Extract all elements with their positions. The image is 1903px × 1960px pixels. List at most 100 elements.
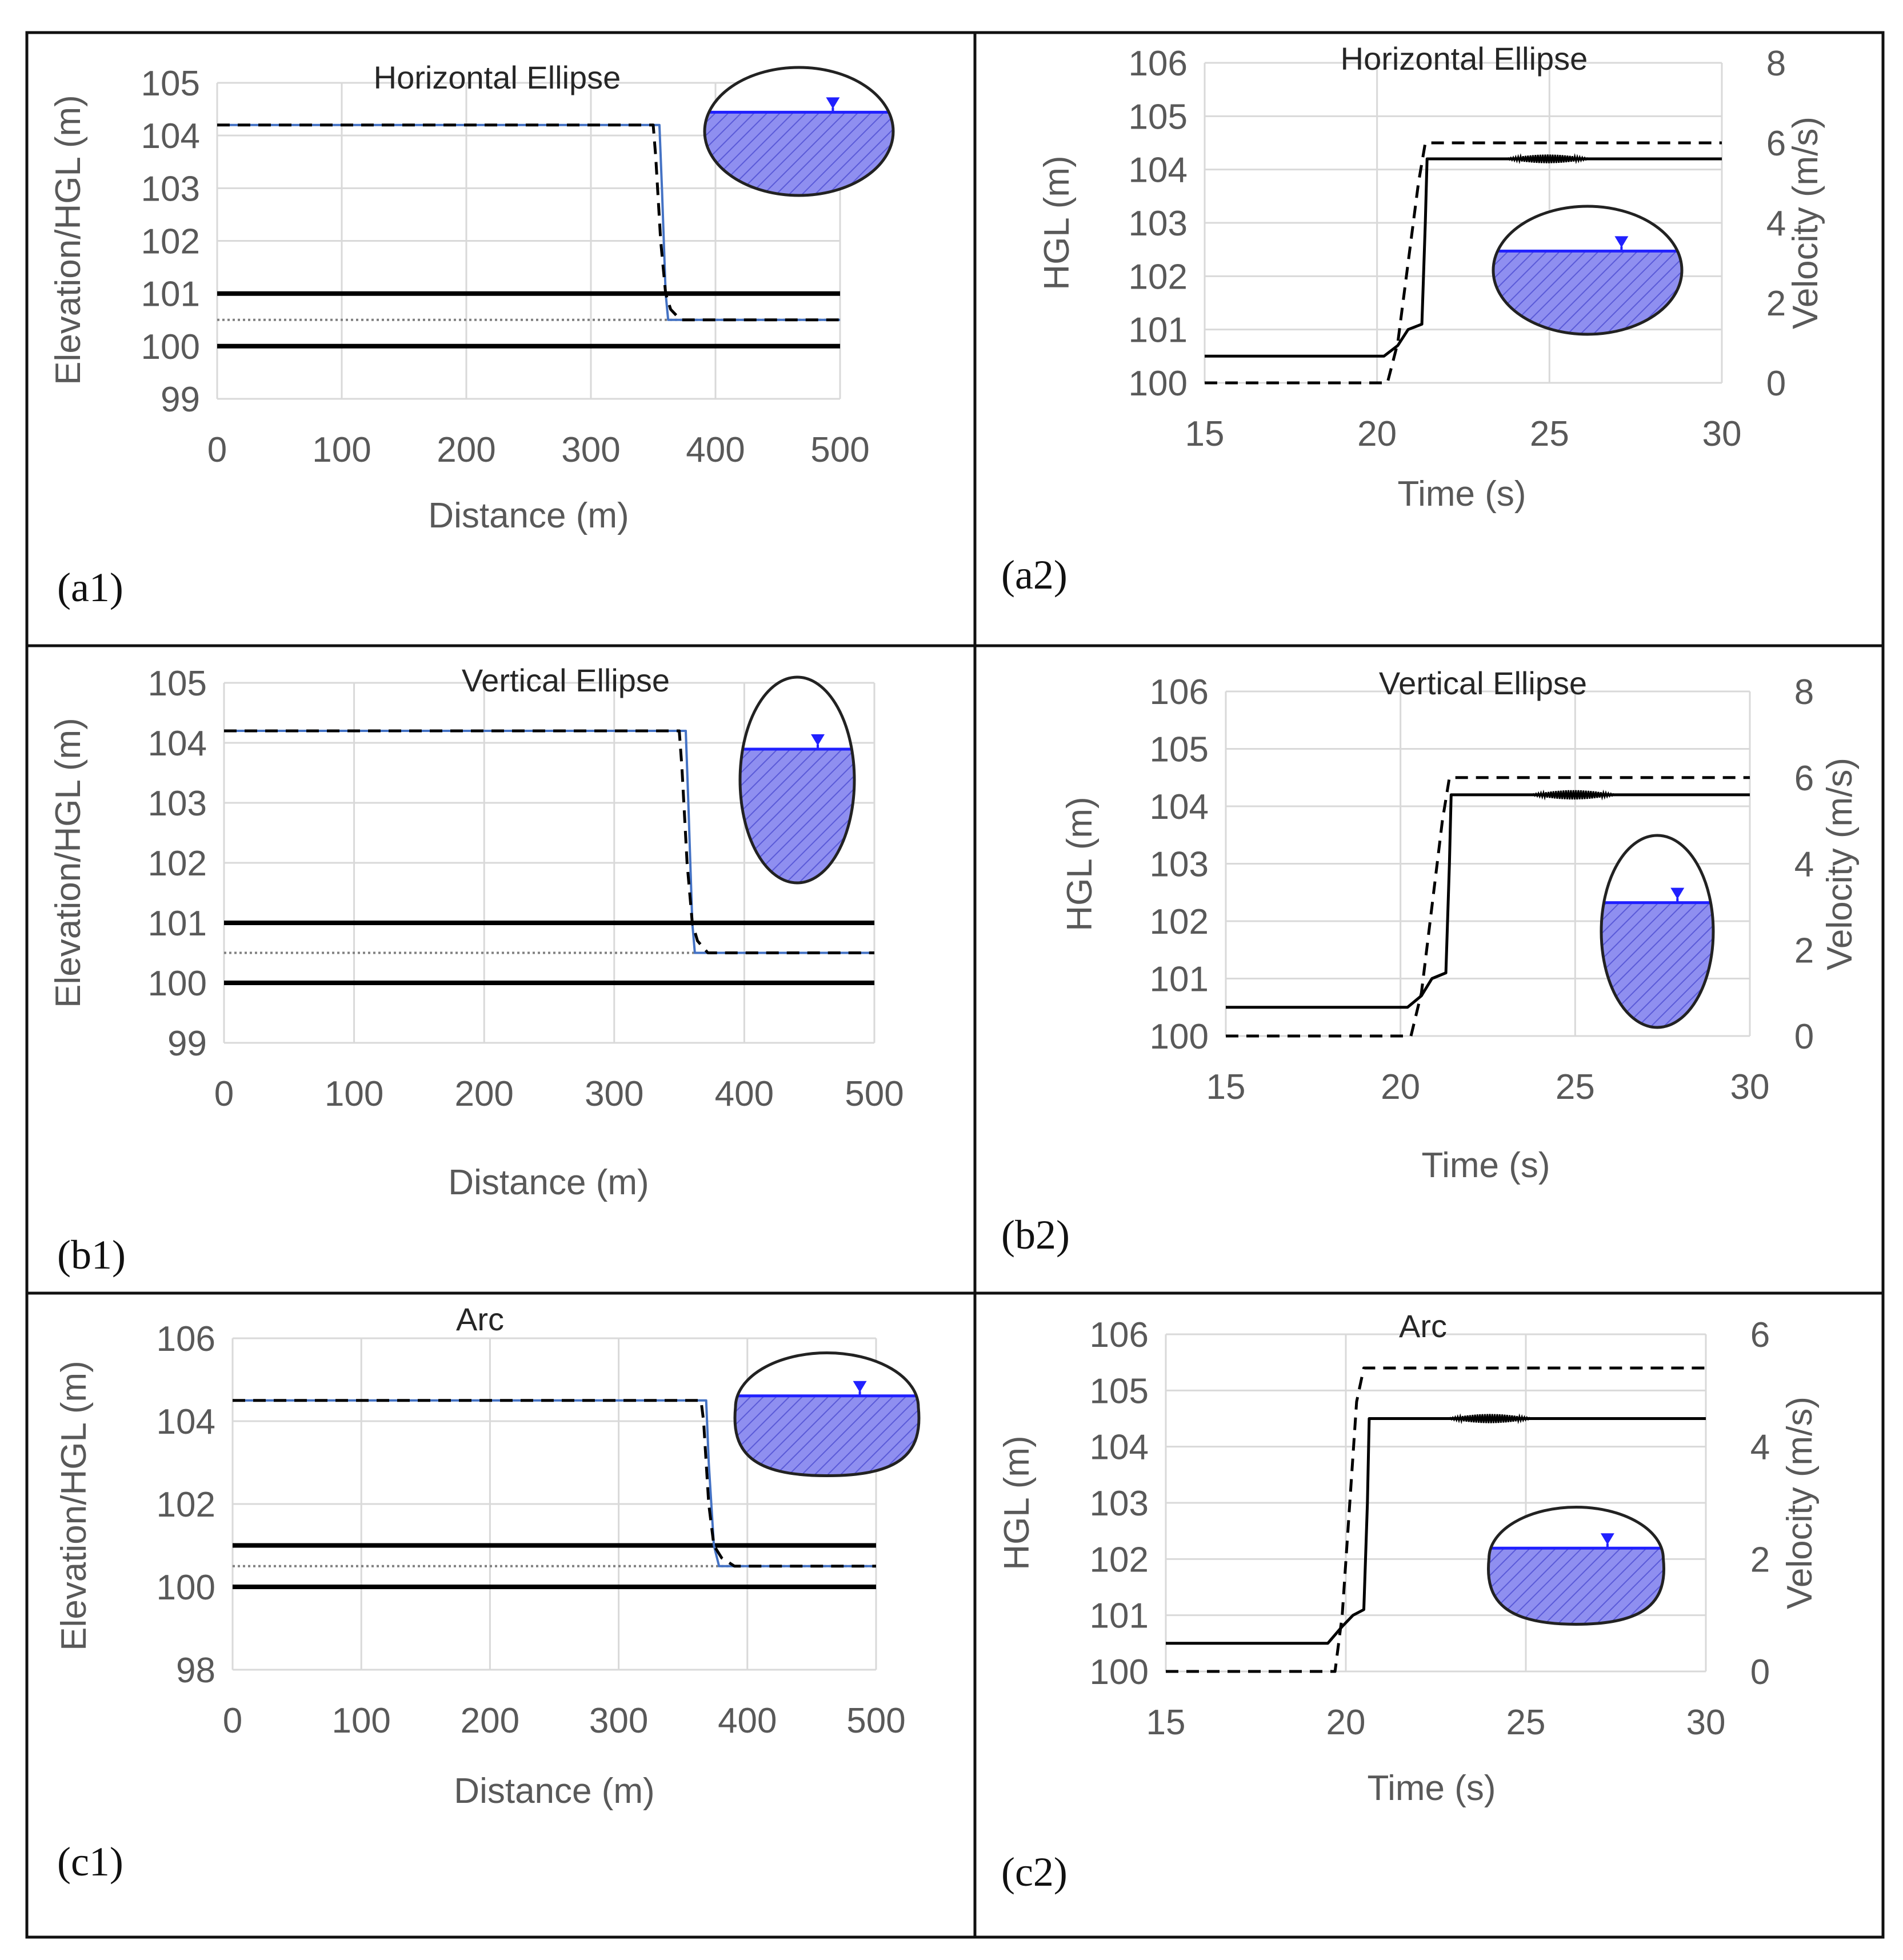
x-tick-label: 0 [207, 430, 227, 470]
x-tick-label: 100 [312, 430, 371, 470]
inset-water-fill [734, 1395, 919, 1476]
x-tick-label: 20 [1381, 1067, 1420, 1107]
series-line-dashed [224, 729, 874, 954]
y2-tick-label: 6 [1794, 759, 1814, 798]
y-tick-label: 99 [161, 380, 200, 419]
y-tick-label: 101 [1129, 311, 1188, 350]
x-tick-label: 30 [1702, 414, 1742, 454]
x-tick-label: 25 [1530, 414, 1569, 454]
series-line-solid [1166, 1417, 1706, 1645]
series-line-dashed [1205, 141, 1722, 385]
y-tick-label: 98 [176, 1651, 215, 1690]
series-line-blue [217, 123, 840, 321]
y-tick-label: 100 [1090, 1653, 1149, 1692]
x-tick-label: 20 [1357, 414, 1397, 454]
series-line-dashed [217, 123, 840, 322]
chart-panel-c1: 0 100 200 300 400 500 98 100 102 104 106 Distance (… [54, 1301, 921, 1885]
x-tick-label: 300 [585, 1074, 643, 1114]
y2-tick-label: 0 [1794, 1017, 1814, 1057]
y-axis-label: Elevation/HGL (m) [49, 95, 88, 385]
y2-tick-label: 2 [1766, 284, 1786, 323]
inset-outline [1600, 834, 1715, 1029]
y-tick-label: 103 [1090, 1484, 1149, 1523]
figure-frame [25, 31, 1885, 1939]
y2-tick-label: 2 [1794, 931, 1814, 970]
chart-title: Vertical Ellipse [1379, 665, 1587, 701]
cross-section-inset [1487, 1506, 1665, 1626]
y2-tick-label: 4 [1750, 1428, 1770, 1467]
y-axis-label: Elevation/HGL (m) [49, 718, 88, 1008]
y-tick-label: 105 [1090, 1371, 1149, 1411]
chart-title: Vertical Ellipse [462, 662, 670, 698]
x-axis-label: Distance (m) [454, 1771, 654, 1811]
y-tick-label: 104 [148, 724, 207, 763]
y-tick-label: 104 [1090, 1428, 1149, 1467]
inset-outline [1492, 205, 1684, 336]
panel-label: (b1) [57, 1232, 126, 1278]
panel-label: (c2) [1001, 1849, 1068, 1895]
y-tick-label: 104 [141, 117, 200, 156]
y-tick-label: 102 [1090, 1540, 1149, 1579]
x-tick-label: 400 [715, 1074, 774, 1114]
water-level-marker-icon [853, 1381, 867, 1393]
y-tick-label: 102 [141, 222, 200, 262]
y-tick-label: 101 [1090, 1597, 1149, 1636]
x-tick-label: 15 [1185, 414, 1225, 454]
y-tick-label: 100 [157, 1568, 215, 1607]
y2-axis-label: Velocity (m/s) [1786, 117, 1825, 329]
inset-water-fill [1601, 902, 1713, 1027]
x-axis-label: Distance (m) [428, 496, 629, 535]
y-tick-label: 104 [1150, 787, 1209, 827]
x-tick-label: 0 [223, 1701, 242, 1741]
x-tick-label: 30 [1730, 1067, 1770, 1107]
chart-panel-b2: 15 20 25 30 100 101 102 103 104 105 106 0 2 4 6 8 Time (… [1001, 665, 1860, 1258]
y-tick-label: 106 [1090, 1315, 1149, 1355]
x-axis-label: Distance (m) [448, 1163, 649, 1202]
y-tick-label: 104 [1129, 151, 1188, 190]
panel-label: (a1) [57, 565, 123, 610]
y-axis-label: Elevation/HGL (m) [54, 1361, 94, 1651]
y-axis-label: HGL (m) [997, 1435, 1037, 1570]
y-tick-label: 105 [148, 664, 207, 703]
chart-panel-c2: 15 20 25 30 100 101 102 103 104 105 106 0 2 4 6 Time (s… [997, 1308, 1820, 1895]
y-tick-label: 105 [141, 64, 200, 103]
y2-tick-label: 4 [1794, 845, 1814, 885]
inset-outline [1487, 1506, 1665, 1626]
inset-outline [733, 1351, 921, 1478]
panel-label: (c1) [57, 1839, 123, 1885]
y-tick-label: 103 [141, 169, 200, 209]
y-tick-label: 105 [1129, 97, 1188, 137]
y-tick-label: 102 [148, 844, 207, 883]
outer-border [25, 31, 1885, 1939]
x-tick-label: 500 [846, 1701, 905, 1741]
water-level-marker-icon [1670, 887, 1685, 899]
y-tick-label: 102 [157, 1485, 215, 1525]
chart-panel-a1: 0 100 200 300 400 500 99 100 101 102 103 104 105 Dist… [49, 59, 895, 610]
x-axis-label: Time (s) [1368, 1769, 1496, 1808]
cross-section-inset [733, 1351, 921, 1478]
y-tick-label: 103 [1150, 845, 1209, 885]
panel-label: (b2) [1001, 1212, 1070, 1258]
x-tick-label: 300 [589, 1701, 648, 1741]
y2-tick-label: 0 [1750, 1653, 1770, 1692]
x-tick-label: 100 [331, 1701, 390, 1741]
x-tick-label: 0 [214, 1074, 234, 1114]
y2-tick-label: 2 [1750, 1540, 1770, 1579]
y2-tick-label: 8 [1766, 44, 1786, 83]
x-tick-label: 500 [845, 1074, 903, 1114]
x-tick-label: 15 [1206, 1067, 1246, 1107]
x-tick-label: 200 [437, 430, 495, 470]
x-tick-label: 100 [325, 1074, 383, 1114]
y-tick-label: 104 [157, 1402, 215, 1442]
y-tick-label: 100 [141, 327, 200, 367]
x-tick-label: 400 [718, 1701, 777, 1741]
x-tick-label: 200 [454, 1074, 513, 1114]
hgl-oscillation [1529, 789, 1617, 801]
series-line-solid [1205, 157, 1722, 358]
x-tick-label: 30 [1686, 1703, 1726, 1742]
series-line-dashed [1166, 1366, 1706, 1673]
y-tick-label: 102 [1129, 257, 1188, 297]
y-tick-label: 106 [1150, 673, 1209, 712]
y2-tick-label: 8 [1794, 673, 1814, 712]
